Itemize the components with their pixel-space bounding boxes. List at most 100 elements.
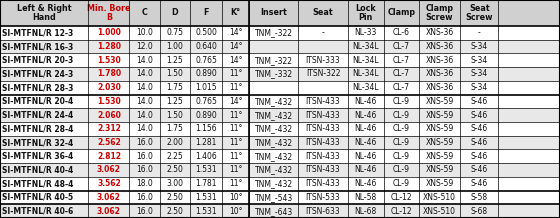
Text: NL-46: NL-46 bbox=[354, 124, 377, 133]
Text: 3.062: 3.062 bbox=[97, 207, 121, 216]
Text: NL-58: NL-58 bbox=[354, 193, 377, 202]
Text: S-46: S-46 bbox=[471, 97, 488, 106]
Text: ITSN-433: ITSN-433 bbox=[306, 124, 340, 133]
Text: Lock
Pin: Lock Pin bbox=[355, 4, 376, 22]
Text: 10°: 10° bbox=[229, 207, 242, 216]
Text: Min. Bore
B: Min. Bore B bbox=[87, 4, 130, 22]
Text: XNS-59: XNS-59 bbox=[426, 111, 454, 120]
Text: NL-34L: NL-34L bbox=[352, 42, 379, 51]
Text: NL-46: NL-46 bbox=[354, 138, 377, 147]
Text: NL-34L: NL-34L bbox=[352, 83, 379, 92]
Text: TNM_-432: TNM_-432 bbox=[255, 111, 293, 120]
Text: 1.530: 1.530 bbox=[97, 97, 121, 106]
Text: CL-7: CL-7 bbox=[393, 70, 410, 78]
Text: NL-33: NL-33 bbox=[354, 28, 377, 37]
Text: ITSN-333: ITSN-333 bbox=[306, 56, 340, 65]
Text: TNM_-332: TNM_-332 bbox=[255, 70, 293, 78]
Text: 14.0: 14.0 bbox=[136, 111, 153, 120]
Text: 1.25: 1.25 bbox=[166, 56, 183, 65]
Text: ITSN-433: ITSN-433 bbox=[306, 165, 340, 174]
Text: 16.0: 16.0 bbox=[136, 152, 153, 161]
Bar bbox=[0, 26, 560, 40]
Text: 14°: 14° bbox=[229, 28, 242, 37]
Bar bbox=[0, 108, 560, 122]
Text: 2.50: 2.50 bbox=[166, 165, 183, 174]
Text: NL-34L: NL-34L bbox=[352, 56, 379, 65]
Text: 12.0: 12.0 bbox=[136, 42, 153, 51]
Text: 0.640: 0.640 bbox=[195, 42, 217, 51]
Bar bbox=[0, 53, 560, 67]
Text: SI-MTFNL/R 20-3: SI-MTFNL/R 20-3 bbox=[2, 56, 74, 65]
Text: CL-7: CL-7 bbox=[393, 83, 410, 92]
Text: 1.50: 1.50 bbox=[166, 70, 183, 78]
Text: CL-9: CL-9 bbox=[393, 138, 410, 147]
Text: K°: K° bbox=[231, 9, 241, 17]
Text: Insert: Insert bbox=[260, 9, 287, 17]
Text: 0.765: 0.765 bbox=[195, 56, 217, 65]
Text: CL-9: CL-9 bbox=[393, 152, 410, 161]
Text: CL-12: CL-12 bbox=[390, 207, 412, 216]
Text: XNS-59: XNS-59 bbox=[426, 152, 454, 161]
Text: SI-MTFNL/R 40-6: SI-MTFNL/R 40-6 bbox=[2, 207, 74, 216]
Text: F: F bbox=[203, 9, 209, 17]
Text: 0.75: 0.75 bbox=[166, 28, 183, 37]
Text: 11°: 11° bbox=[229, 124, 242, 133]
Bar bbox=[0, 163, 560, 177]
Text: SI-MTFNL/R 40-4: SI-MTFNL/R 40-4 bbox=[2, 165, 74, 174]
Bar bbox=[0, 149, 560, 163]
Text: Seat
Screw: Seat Screw bbox=[465, 4, 493, 22]
Text: 1.280: 1.280 bbox=[97, 42, 121, 51]
Text: XNS-59: XNS-59 bbox=[426, 165, 454, 174]
Text: 1.530: 1.530 bbox=[97, 56, 121, 65]
Text: XNS-36: XNS-36 bbox=[426, 42, 454, 51]
Text: SI-MTFNL/R 28-3: SI-MTFNL/R 28-3 bbox=[2, 83, 74, 92]
Text: Left & Right
Hand: Left & Right Hand bbox=[17, 4, 72, 22]
Text: 3.00: 3.00 bbox=[166, 179, 183, 188]
Text: S-46: S-46 bbox=[471, 138, 488, 147]
Text: TNM_-432: TNM_-432 bbox=[255, 97, 293, 106]
Text: NL-46: NL-46 bbox=[354, 152, 377, 161]
Text: CL-9: CL-9 bbox=[393, 179, 410, 188]
Bar bbox=[0, 204, 560, 218]
Text: 1.531: 1.531 bbox=[195, 207, 217, 216]
Text: 1.25: 1.25 bbox=[166, 97, 183, 106]
Text: S-34: S-34 bbox=[471, 56, 488, 65]
Text: XNS-59: XNS-59 bbox=[426, 97, 454, 106]
Text: 1.406: 1.406 bbox=[195, 152, 217, 161]
Text: ITSN-433: ITSN-433 bbox=[306, 138, 340, 147]
Text: TNM_-432: TNM_-432 bbox=[255, 124, 293, 133]
Text: 16.0: 16.0 bbox=[136, 165, 153, 174]
Text: NL-46: NL-46 bbox=[354, 165, 377, 174]
Text: 2.00: 2.00 bbox=[166, 138, 183, 147]
Text: 1.015: 1.015 bbox=[195, 83, 217, 92]
Text: CL-7: CL-7 bbox=[393, 42, 410, 51]
Text: 18.0: 18.0 bbox=[136, 179, 153, 188]
Text: 16.0: 16.0 bbox=[136, 207, 153, 216]
Text: 2.312: 2.312 bbox=[97, 124, 121, 133]
Text: S-46: S-46 bbox=[471, 179, 488, 188]
Bar bbox=[0, 0, 560, 26]
Text: S-46: S-46 bbox=[471, 165, 488, 174]
Text: TNM_-432: TNM_-432 bbox=[255, 165, 293, 174]
Bar bbox=[0, 177, 560, 191]
Text: 1.75: 1.75 bbox=[166, 124, 183, 133]
Text: 2.50: 2.50 bbox=[166, 207, 183, 216]
Text: 14.0: 14.0 bbox=[136, 97, 153, 106]
Text: S-34: S-34 bbox=[471, 42, 488, 51]
Bar bbox=[0, 95, 560, 108]
Text: NL-68: NL-68 bbox=[354, 207, 377, 216]
Text: XNS-36: XNS-36 bbox=[426, 83, 454, 92]
Text: SI-MTFNL/R 32-4: SI-MTFNL/R 32-4 bbox=[2, 138, 74, 147]
Text: ITSN-533: ITSN-533 bbox=[306, 193, 340, 202]
Text: 14.0: 14.0 bbox=[136, 124, 153, 133]
Text: 1.000: 1.000 bbox=[97, 28, 121, 37]
Text: CL-7: CL-7 bbox=[393, 56, 410, 65]
Text: S-46: S-46 bbox=[471, 124, 488, 133]
Text: 10°: 10° bbox=[229, 193, 242, 202]
Text: S-34: S-34 bbox=[471, 70, 488, 78]
Text: 0.765: 0.765 bbox=[195, 97, 217, 106]
Text: 14°: 14° bbox=[229, 97, 242, 106]
Text: 0.500: 0.500 bbox=[195, 28, 217, 37]
Text: SI-MTFNL/R 48-4: SI-MTFNL/R 48-4 bbox=[2, 179, 74, 188]
Text: S-58: S-58 bbox=[471, 193, 488, 202]
